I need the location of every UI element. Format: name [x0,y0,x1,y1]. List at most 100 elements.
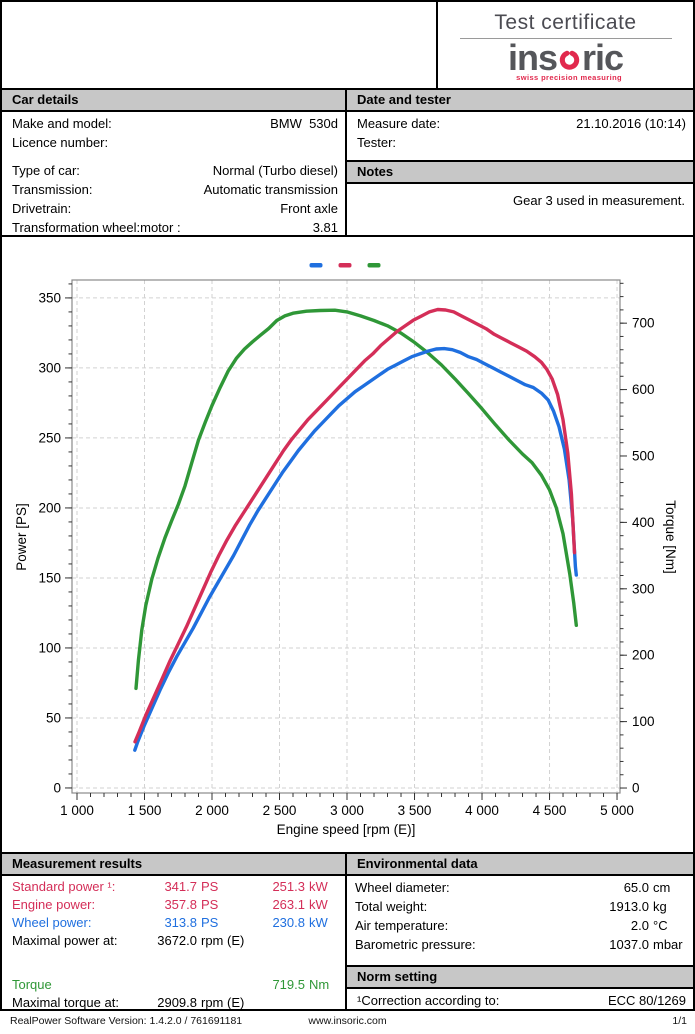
row-label: Engine power: [12,897,96,912]
norm-setting-table: ¹Correction according to: ECC 80/1269 [347,991,693,1010]
row-value-1: 341.7 [164,879,197,894]
svg-text:5 000: 5 000 [600,803,634,818]
header-divider [459,38,672,39]
insoric-logo: ins ric swiss precision measuring [508,40,624,82]
table-row: ¹Correction according to: ECC 80/1269 [347,991,693,1010]
svg-text:250: 250 [38,430,61,445]
row-unit: cm [653,880,671,895]
power-torque-chart: 0 50 100 150 200 250 300 350 0 100 200 300 400 500 600… [14,263,678,837]
svg-text:300: 300 [632,581,655,596]
logo-text-pre: ins [507,37,558,78]
svg-text:100: 100 [632,714,655,729]
table-row: Wheel diameter: 65.0 cm [347,878,693,897]
table-row: Maximal power at: 3672.0 rpm (E) [2,932,345,950]
row-unit-1: PS [201,879,219,894]
logo-tagline: swiss precision measuring [516,73,623,82]
row-unit-2: Nm [309,977,330,992]
table-row: Make and model: BMW 530d [2,114,345,133]
svg-text:2 500: 2 500 [263,803,297,818]
row-label: Transmission: [12,182,93,197]
table-row: Licence number: [2,133,345,152]
row-label: ¹Correction according to: [357,993,500,1008]
row-spacer [2,152,345,161]
svg-text:0: 0 [632,781,640,796]
x-axis-title: Engine speed [rpm (E)] [277,822,416,837]
section-title: Norm setting [357,969,438,984]
table-row: Engine power: 357.8 PS 263.1 kW [2,896,345,914]
axis-ticks [65,282,627,800]
row-value: Normal (Turbo diesel) [212,163,338,178]
row-unit-1: PS [201,915,219,930]
table-row: Air temperature: 2.0 °C [347,916,693,935]
section-title: Date and tester [357,92,451,107]
row-value-1: 3672.0 [157,933,197,948]
footer-page-number: 1/1 [672,1015,687,1027]
row-unit-2 [305,932,337,950]
row-value: 21.10.2016 (10:14) [576,116,686,131]
column-divider [345,852,347,1009]
svg-text:700: 700 [632,316,655,331]
row-value-1: 313.8 [164,915,197,930]
column-divider [345,88,347,237]
section-title: Car details [12,92,79,107]
table-row: Transmission: Automatic transmission [2,180,345,199]
norm-setting-header: Norm setting [347,965,693,989]
svg-text:400: 400 [632,515,655,530]
logo-o-icon [559,50,580,70]
row-unit-2 [305,994,337,1012]
svg-text:2 000: 2 000 [195,803,229,818]
svg-text:50: 50 [46,710,61,725]
svg-text:200: 200 [632,648,655,663]
row-value-1 [140,976,197,994]
row-value-2: 251.3 [272,879,305,894]
row-label: Drivetrain: [12,201,72,216]
row-value: Automatic transmission [203,182,338,197]
row-value: Front axle [280,201,338,216]
row-label: Air temperature: [355,918,449,933]
row-label: Wheel diameter: [355,880,450,895]
table-row: Type of car: Normal (Turbo diesel) [2,161,345,180]
date-tester-table: Measure date: 21.10.2016 (10:14) Tester: [347,114,693,152]
svg-text:100: 100 [38,640,61,655]
row-label: Maximal power at: [12,933,118,948]
table-row: Torque 719.5 Nm [2,976,345,994]
row-value-1: 357.8 [164,897,197,912]
row-label: Barometric pressure: [355,937,476,952]
row-label: Torque [12,977,52,992]
table-row: Drivetrain: Front axle [2,199,345,218]
row-value-2: 719.5 [272,977,305,992]
y-right-axis-title: Torque [Nm] [663,500,678,574]
row-label: Standard power ¹: [12,879,116,894]
measurement-results-table: Standard power ¹: 341.7 PS 251.3 kW Engine po… [2,878,345,1012]
row-label: Type of car: [12,163,80,178]
row-unit-1: rpm (E) [201,933,245,948]
svg-text:1 000: 1 000 [60,803,94,818]
row-unit-1: PS [201,897,219,912]
svg-text:4 000: 4 000 [465,803,499,818]
row-value: 1037.0 [609,937,649,952]
row-value: 65.0 [623,880,649,895]
legend-dash-torque [367,263,381,268]
section-title: Notes [357,164,394,179]
svg-text:200: 200 [38,500,61,515]
table-row: Total weight: 1913.0 kg [347,897,693,916]
row-value-2 [249,994,305,1012]
svg-text:3 500: 3 500 [398,803,432,818]
plot-frame [71,279,621,794]
row-spacer [2,950,345,976]
row-value: 3.81 [312,220,338,235]
svg-text:1 500: 1 500 [128,803,162,818]
svg-text:0: 0 [53,780,61,795]
row-unit: kg [653,899,667,914]
svg-text:350: 350 [38,290,61,305]
notes-header: Notes [347,160,693,184]
chart-legend [309,263,381,268]
row-label: Wheel power: [12,915,92,930]
svg-text:500: 500 [632,448,655,463]
row-label: Transformation wheel:motor : [12,220,181,235]
row-unit-1 [197,976,249,994]
row-unit-2: kW [309,879,328,894]
row-label: Measure date: [357,116,441,131]
footer-software-version: RealPower Software Version: 1.4.2.0 / 76… [10,1015,243,1027]
footer-website: www.insoric.com [308,1015,387,1027]
